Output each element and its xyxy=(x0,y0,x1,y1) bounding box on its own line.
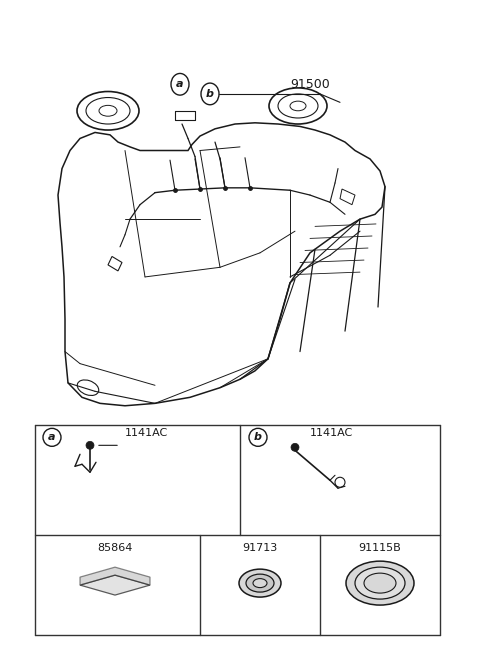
Text: b: b xyxy=(254,432,262,442)
Ellipse shape xyxy=(364,573,396,593)
Text: b: b xyxy=(206,89,214,99)
Ellipse shape xyxy=(355,567,405,599)
Ellipse shape xyxy=(346,561,414,605)
Circle shape xyxy=(43,428,61,446)
Circle shape xyxy=(201,83,219,105)
Circle shape xyxy=(291,443,299,451)
Text: a: a xyxy=(176,79,184,89)
Circle shape xyxy=(171,73,189,95)
Polygon shape xyxy=(80,567,150,585)
Circle shape xyxy=(249,428,267,446)
Text: 1141AC: 1141AC xyxy=(125,428,168,438)
Ellipse shape xyxy=(239,569,281,597)
Text: 91713: 91713 xyxy=(242,543,277,553)
Ellipse shape xyxy=(253,578,267,588)
Ellipse shape xyxy=(246,574,274,592)
Text: a: a xyxy=(48,432,56,442)
Text: 85864: 85864 xyxy=(97,543,132,553)
Circle shape xyxy=(86,441,94,449)
Text: 91500: 91500 xyxy=(290,78,330,91)
Text: 1141AC: 1141AC xyxy=(310,428,353,438)
Text: 91115B: 91115B xyxy=(359,543,401,553)
Polygon shape xyxy=(80,575,150,595)
